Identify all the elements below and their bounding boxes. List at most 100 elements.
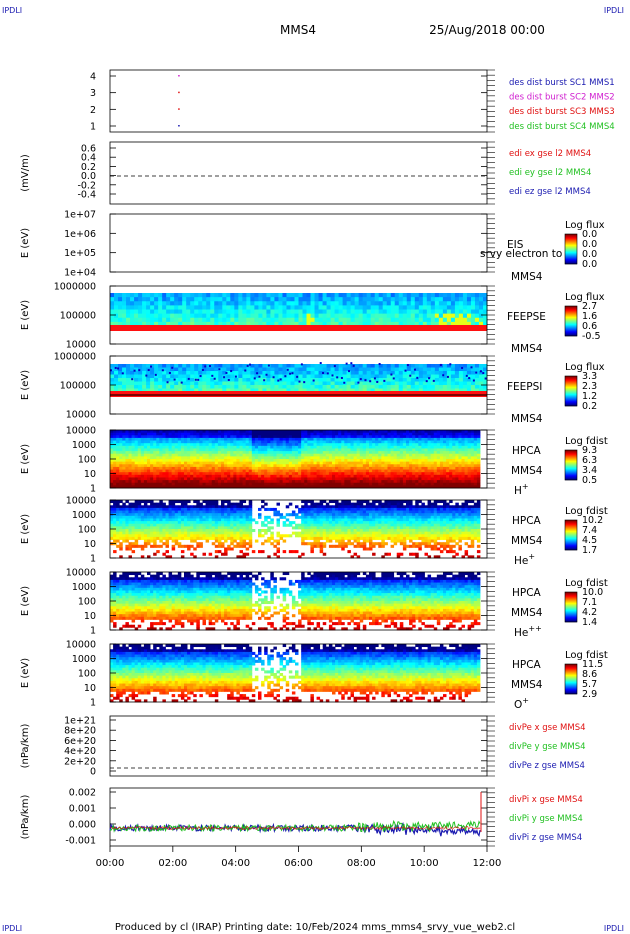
- colorbar-tick-label: 6.3: [582, 455, 597, 466]
- panel-divpi: 0.002 0.001 0.000 -0.001 (nPa/km) divPi x gse…: [20, 788, 583, 847]
- y-tick-label: 1: [90, 626, 96, 637]
- y-axis-label: E (eV): [20, 658, 31, 688]
- y-tick-label: 0.0: [81, 171, 96, 182]
- y-tick-label: 2e+20: [64, 756, 96, 767]
- colorbar-tick-label: 0.0: [582, 259, 597, 270]
- colorbar: [564, 233, 578, 265]
- legend-entry: des dist burst SC4 MMS4: [509, 122, 615, 132]
- panel-feeps-e: 1000000 100000 10000 E (eV) FEEPSE MMS4 Log fl…: [20, 282, 605, 356]
- y-tick-label: 4e+20: [64, 746, 96, 757]
- y-tick-label: 100000: [60, 311, 96, 322]
- instrument-label: EIS: [507, 239, 524, 251]
- x-tick-label: 10:00: [410, 858, 439, 869]
- spacecraft-label: MMS4: [511, 413, 543, 425]
- y-axis-label: E (eV): [20, 370, 31, 400]
- corner-label-bottom-right: IPDLI: [603, 924, 624, 933]
- y-tick-label: 10000: [66, 568, 96, 579]
- colorbar-tick-label: 2.9: [582, 689, 597, 700]
- y-tick-label: 0.000: [69, 820, 96, 831]
- burst-point: [178, 125, 180, 127]
- colorbar-tick-label: 1.7: [582, 545, 597, 556]
- panel-frame: [109, 787, 488, 847]
- species-label: O+: [514, 696, 529, 711]
- legend-entry: des dist burst SC1 MMS1: [509, 78, 615, 88]
- colorbar: [564, 519, 578, 551]
- y-tick-label: 100: [78, 597, 96, 608]
- colorbar-title: Log fdist: [565, 506, 608, 517]
- y-tick-label: 10: [84, 611, 96, 622]
- y-tick-label: 10: [84, 539, 96, 550]
- panel-eis: 1e+07 1e+06 1e+05 1e+04 E (eV) EIS MMS4 srvy el…: [20, 210, 605, 284]
- y-tick-label: 4: [90, 72, 96, 83]
- spacecraft-label: MMS4: [511, 465, 543, 477]
- colorbar-tick-label: 0.0: [582, 249, 597, 260]
- legend-entry: divPi z gse MMS4: [509, 833, 582, 843]
- panel-frame: [109, 69, 488, 133]
- instrument-label: HPCA: [512, 445, 542, 457]
- y-axis-label: (nPa/km): [20, 795, 31, 840]
- y-tick-label: 1000: [72, 582, 96, 593]
- x-tick-label: 04:00: [221, 858, 250, 869]
- colorbar-tick-label: 3.4: [582, 465, 597, 476]
- colorbar-tick-label: 8.6: [582, 669, 597, 680]
- corner-label-top-right: IPDLI: [603, 6, 624, 15]
- y-tick-label: 0.4: [81, 153, 96, 164]
- x-tick-label: 12:00: [473, 858, 502, 869]
- y-tick-label: 6e+20: [64, 736, 96, 747]
- colorbar-tick-label: 1.6: [582, 311, 597, 322]
- y-tick-label: 1e+05: [64, 248, 96, 259]
- y-tick-label: -0.001: [65, 836, 96, 847]
- panel-frame: [109, 141, 488, 205]
- legend-entry: divPe z gse MMS4: [509, 761, 585, 771]
- y-tick-label: 10000: [66, 426, 96, 437]
- spacecraft-label: MMS4: [511, 271, 543, 283]
- panel-des-dist-burst: 4 3 2 1 des dist burst SC1 MMS1 des dist burs…: [90, 69, 615, 133]
- colorbar-tick-label: 7.1: [582, 597, 597, 608]
- species-label: He+: [514, 552, 535, 567]
- panel-hpca-he: 10000 1000 100 10 1 E (eV) HPCA MMS4 He+ Log fdis…: [20, 496, 608, 568]
- legend-entry: divPe x gse MMS4: [509, 723, 586, 733]
- y-tick-label: 8e+20: [64, 726, 96, 737]
- instrument-label: HPCA: [512, 515, 542, 527]
- colorbar-tick-label: 10.2: [582, 515, 603, 526]
- y-tick-label: 100: [78, 455, 96, 466]
- y-tick-label: 10000: [66, 496, 96, 507]
- instrument-label: FEEPSI: [507, 381, 542, 393]
- legend-entry: edi ey gse l2 MMS4: [509, 168, 591, 178]
- y-axis-label: (mV/m): [20, 154, 31, 192]
- colorbar-tick-label: 9.3: [582, 445, 597, 456]
- y-tick-label: 1000: [72, 440, 96, 451]
- y-tick-label: 1e+06: [64, 229, 96, 240]
- y-tick-label: 10000: [66, 410, 96, 421]
- burst-point: [178, 91, 180, 94]
- colorbar-title: Log flux: [565, 292, 605, 303]
- corner-label-bottom-left: IPDLI: [2, 924, 23, 933]
- colorbar-title: Log flux: [565, 220, 605, 231]
- colorbar-tick-label: 3.3: [582, 371, 597, 382]
- y-tick-label: 0: [90, 767, 96, 778]
- y-axis-label: E (eV): [20, 586, 31, 616]
- panel-frame: [109, 715, 488, 777]
- colorbar-title: Log fdist: [565, 436, 608, 447]
- panel-hpca-h: 10000 1000 100 10 1 E (eV) HPCA MMS4 H+ Log fdist…: [20, 426, 608, 498]
- panel-edi-e-gse: 0.60.40.20.0-0.2-0.4 (mV/m) edi ex gse l2 …: [20, 141, 591, 205]
- instrument-label: HPCA: [512, 659, 542, 671]
- legend-entry: edi ex gse l2 MMS4: [509, 149, 591, 159]
- colorbar-tick-label: 1.2: [582, 391, 597, 402]
- colorbar: [564, 449, 578, 481]
- y-tick-label: 0.001: [69, 804, 96, 815]
- colorbar-tick-label: 0.0: [582, 239, 597, 250]
- y-tick-label: 1: [90, 698, 96, 709]
- colorbar-tick-label: 1.4: [582, 617, 597, 628]
- y-tick-label: 1e+07: [64, 210, 96, 221]
- spacecraft-label: MMS4: [511, 607, 543, 619]
- legend-entry: divPi y gse MMS4: [509, 814, 583, 824]
- overlay-label: srvy electron to: [480, 248, 562, 260]
- colorbar-tick-label: 7.4: [582, 525, 597, 536]
- datetime-title: 25/Aug/2018 00:00: [429, 23, 545, 37]
- y-tick-label: 100: [78, 525, 96, 536]
- legend-entry: divPi x gse MMS4: [509, 795, 583, 805]
- colorbar: [564, 591, 578, 623]
- y-tick-label: 1000000: [54, 282, 96, 293]
